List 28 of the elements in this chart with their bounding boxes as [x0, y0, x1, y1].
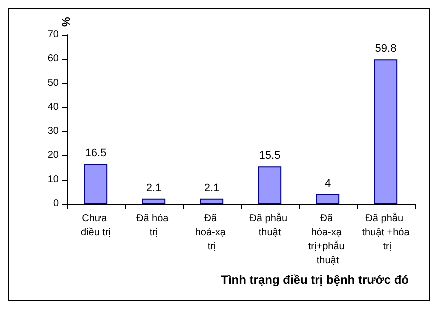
y-tick-label: 30: [48, 126, 60, 138]
x-tick-label: Đã phẫu thuật: [250, 212, 290, 238]
y-tick-label: 20: [48, 150, 60, 162]
bar: [258, 166, 282, 204]
y-tick-label: 50: [48, 78, 60, 89]
y-tick-label: 0: [53, 198, 60, 210]
x-tick-label: Chưa điều trị: [80, 214, 112, 238]
data-label: 59.8: [375, 43, 397, 56]
x-tick-label: Đã hóa trị: [136, 214, 172, 238]
data-label: 15.5: [259, 150, 281, 162]
x-tick-label: Đã hoá-xạ trị: [195, 214, 229, 252]
data-label: 4: [324, 178, 332, 190]
y-tick-label: 10: [48, 174, 60, 186]
y-axis-title: %: [61, 17, 73, 27]
x-tick-label: Đã hóa-xạ trị+phẫu thuật: [308, 214, 348, 266]
y-tick-label: 70: [48, 30, 60, 40]
x-axis-title: Tình trạng điều trị bệnh trước đó: [221, 273, 410, 287]
bar: [84, 164, 108, 204]
y-tick-label: 60: [48, 54, 60, 65]
bar: [142, 198, 166, 204]
x-tick-label: Đã phẫu thuật +hóa trị: [362, 212, 410, 252]
bar: [316, 194, 340, 204]
data-label: 2.1: [204, 182, 220, 194]
bar: [200, 198, 224, 204]
data-label: 2.1: [146, 182, 162, 194]
bar: [374, 60, 398, 204]
data-label: 16.5: [85, 148, 107, 160]
y-tick-label: 40: [48, 102, 60, 113]
